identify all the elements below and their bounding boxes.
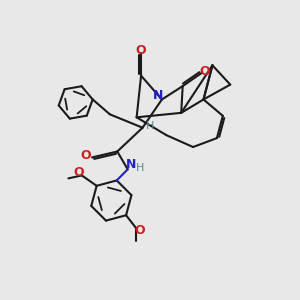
Text: N: N (153, 88, 164, 101)
Text: O: O (81, 149, 92, 162)
Text: N: N (125, 158, 136, 171)
Text: O: O (200, 65, 210, 78)
Text: O: O (74, 166, 84, 179)
Text: O: O (136, 44, 146, 57)
Text: H: H (136, 163, 144, 173)
Text: H: H (146, 121, 154, 131)
Text: O: O (134, 224, 145, 237)
